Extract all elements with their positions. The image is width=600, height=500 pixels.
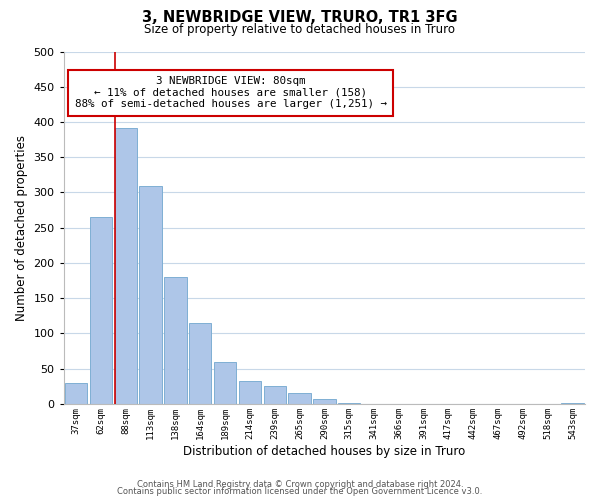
Bar (214, 362, 236, 404)
Text: 3, NEWBRIDGE VIEW, TRURO, TR1 3FG: 3, NEWBRIDGE VIEW, TRURO, TR1 3FG (142, 10, 458, 25)
Bar (239, 382, 261, 404)
Bar (65, 384, 87, 404)
Bar (562, 402, 584, 404)
Bar (313, 399, 335, 404)
Bar (289, 394, 311, 404)
Text: 3 NEWBRIDGE VIEW: 80sqm
← 11% of detached houses are smaller (158)
88% of semi-d: 3 NEWBRIDGE VIEW: 80sqm ← 11% of detache… (74, 76, 386, 110)
Bar (263, 386, 286, 404)
X-axis label: Distribution of detached houses by size in Truro: Distribution of detached houses by size … (183, 444, 466, 458)
Bar (139, 186, 162, 404)
Y-axis label: Number of detached properties: Number of detached properties (15, 134, 28, 320)
Text: Size of property relative to detached houses in Truro: Size of property relative to detached ho… (145, 22, 455, 36)
Text: Contains public sector information licensed under the Open Government Licence v3: Contains public sector information licen… (118, 488, 482, 496)
Bar (338, 403, 361, 404)
Bar (164, 277, 187, 404)
Bar (90, 217, 112, 404)
Bar (115, 128, 137, 404)
Text: Contains HM Land Registry data © Crown copyright and database right 2024.: Contains HM Land Registry data © Crown c… (137, 480, 463, 489)
Bar (189, 323, 211, 404)
